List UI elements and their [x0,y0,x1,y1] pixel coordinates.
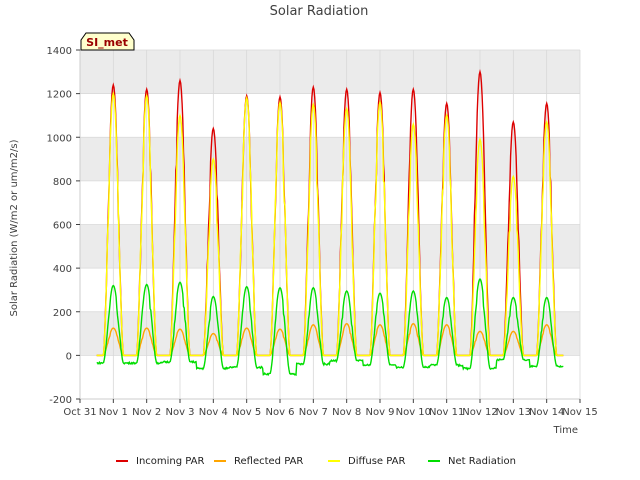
x-tick-label: Nov 12 [462,407,497,418]
y-tick-label: 1400 [47,46,72,57]
y-tick-label: 400 [53,264,72,275]
y-tick-label: 1200 [47,90,72,101]
legend-item: Reflected PAR [214,456,303,467]
y-tick-label: -200 [49,395,72,406]
legend-label: Diffuse PAR [348,456,405,467]
x-tick-label: Nov 3 [165,407,194,418]
legend-item: Incoming PAR [116,456,205,467]
legend-label: Net Radiation [448,456,516,467]
legend: Incoming PAR Reflected PAR Diffuse PAR Net … [116,456,516,467]
x-axis-label: Time [553,425,578,436]
y-tick-label: 600 [53,221,72,232]
x-tick-label: Nov 9 [365,407,394,418]
plot-band [80,137,580,181]
legend-label: Reflected PAR [234,456,303,467]
plot-band [80,311,580,356]
x-tick-label: Oct 31 [63,407,96,418]
x-tick-label: Nov 1 [99,407,128,418]
plot-band [80,224,580,269]
series-line-diffuse-par [96,91,564,357]
x-tick-label: Nov 11 [429,407,464,418]
legend-label: Incoming PAR [136,456,205,467]
x-tick-label: Nov 6 [265,407,294,418]
station-label: SI_met [86,36,128,49]
plot-band [80,50,580,94]
x-tick-label: Nov 14 [529,407,564,418]
x-tick-label: Nov 8 [332,407,361,418]
x-tick-label: Nov 13 [496,407,531,418]
series-line-net-radiation [96,277,564,377]
y-tick-label: 0 [66,351,72,362]
x-tick-label: Nov 4 [199,407,228,418]
x-tick-label: Nov 10 [396,407,431,418]
y-axis-label: Solar Radiation (W/m2 or um/m2/s) [9,139,20,316]
x-tick-label: Nov 2 [132,407,161,418]
legend-item: Net Radiation [428,456,516,467]
x-tick-label: Nov 15 [562,407,597,418]
x-tick-label: Nov 7 [299,407,328,418]
series-layer [96,69,564,377]
chart-title: Solar Radiation [270,4,369,19]
x-tick-label: Nov 5 [232,407,261,418]
legend-item: Diffuse PAR [328,456,405,467]
y-tick-label: 800 [53,177,72,188]
y-tick-label: 200 [53,308,72,319]
y-tick-label: 1000 [47,133,72,144]
station-label-box: SI_met [80,32,135,51]
